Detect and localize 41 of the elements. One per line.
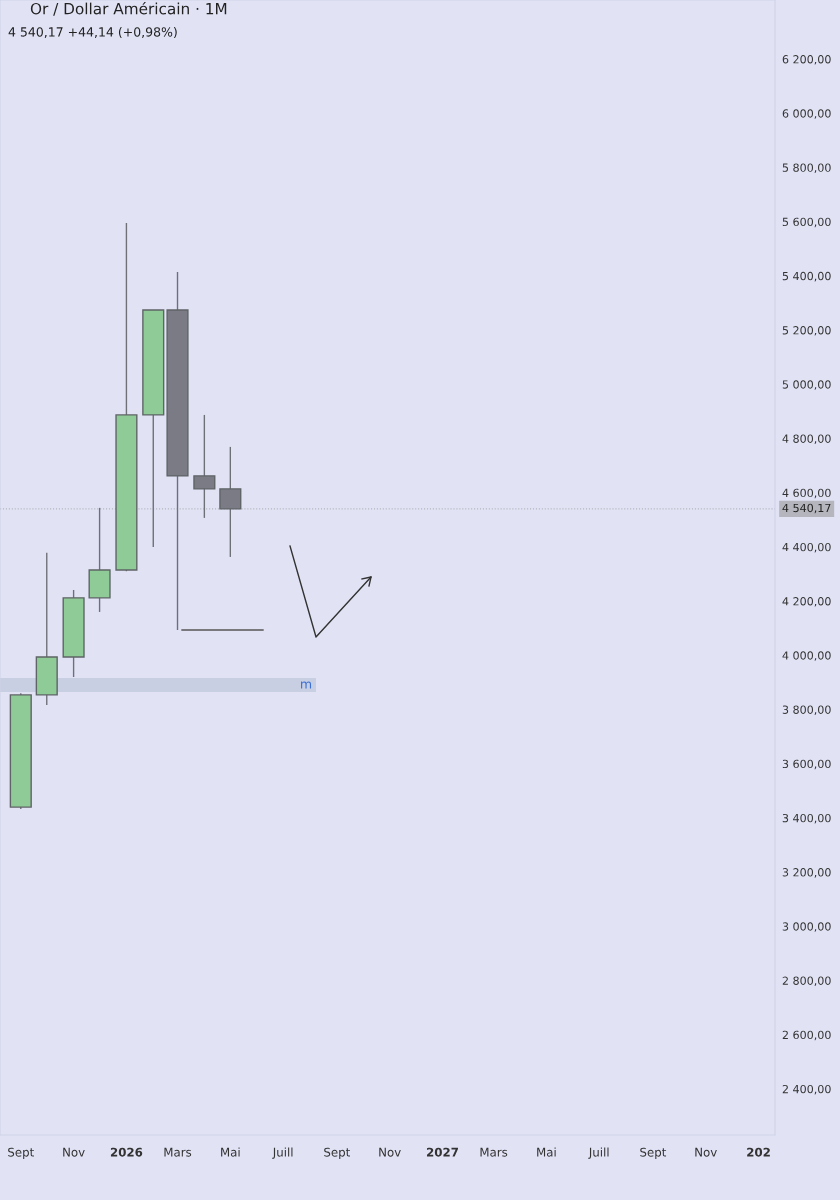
x-tick-label: Nov <box>63 1147 85 1157</box>
y-tick-label: 3 000,00 <box>782 922 831 932</box>
y-tick-label: 5 000,00 <box>782 380 831 390</box>
y-tick-label: 5 600,00 <box>782 217 831 228</box>
x-tick-label: Sept <box>8 1147 34 1159</box>
y-tick-label: 3 800,00 <box>782 705 831 716</box>
y-tick-label: 5 800,00 <box>782 163 831 173</box>
x-tick-label: Mars <box>164 1147 192 1157</box>
chart-title: Or / Dollar Américain · 1M <box>30 2 227 16</box>
y-tick-label: 5 200,00 <box>782 326 831 336</box>
y-tick-label: 3 200,00 <box>782 868 831 878</box>
x-tick-label: Juill <box>588 1147 609 1159</box>
x-tick-label: Nov <box>379 1147 401 1157</box>
x-tick-label: Mai <box>221 1147 240 1157</box>
x-tick-label: 2027 <box>426 1147 458 1157</box>
candlestick <box>193 414 216 519</box>
ref-line-label: 4 540,17 <box>782 503 831 514</box>
y-tick-label: 4 200,00 <box>782 597 831 607</box>
y-tick-label: 4 800,00 <box>782 434 831 445</box>
y-tick-label: 3 600,00 <box>782 759 831 770</box>
y-tick-label: 2 600,00 <box>782 1030 831 1041</box>
band-label: m <box>301 681 312 689</box>
y-tick-label: 2 800,00 <box>782 976 831 987</box>
x-tick-label: Juill <box>272 1147 293 1159</box>
x-tick-label: 2026 <box>110 1147 143 1157</box>
x-tick-label: Mars <box>480 1147 508 1157</box>
x-tick-label: Mai <box>537 1147 556 1157</box>
x-tick-label: Sept <box>324 1147 350 1159</box>
x-tick-label: Sept <box>640 1147 667 1159</box>
y-tick-label: 4 600,00 <box>782 488 831 499</box>
y-tick-label: 5 400,00 <box>782 271 831 282</box>
y-tick-label: 4 000,00 <box>782 651 831 661</box>
x-tick-label: Nov <box>695 1147 717 1157</box>
text: 4 540,17 +44,14 (+0,98%) <box>8 26 177 39</box>
y-tick-label: 4 400,00 <box>782 542 831 553</box>
y-tick-label: 3 400,00 <box>782 813 831 824</box>
y-tick-label: 6 000,00 <box>782 109 831 119</box>
y-tick-label: 2 400,00 <box>782 1084 831 1095</box>
x-tick-label: 202 <box>747 1147 770 1157</box>
y-tick-label: 6 200,00 <box>782 55 831 65</box>
candlestick <box>219 446 242 558</box>
